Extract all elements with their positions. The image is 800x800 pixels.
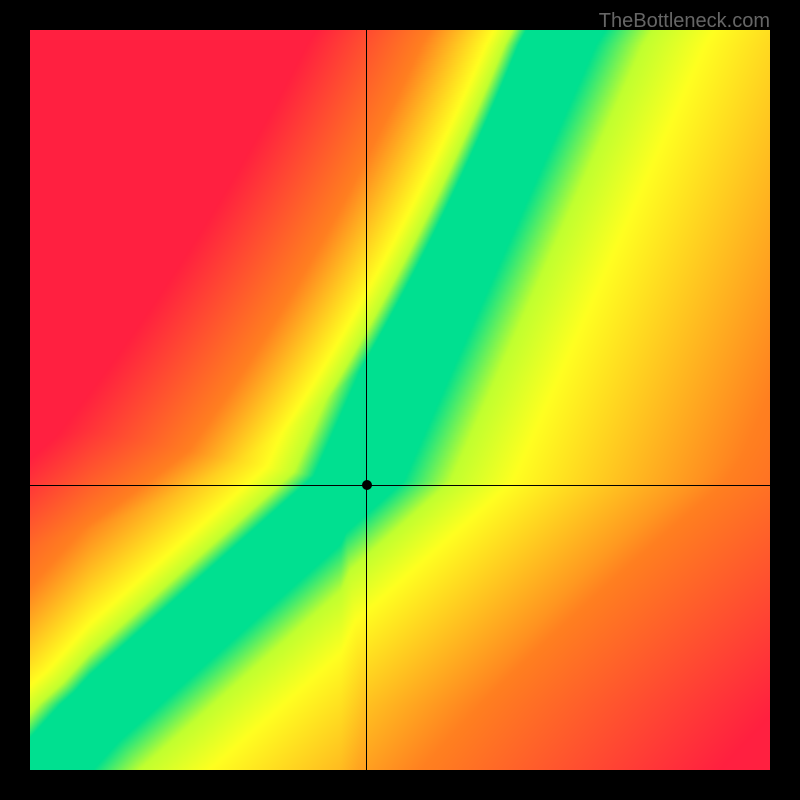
crosshair-dot (362, 480, 372, 490)
border-left (0, 0, 30, 800)
crosshair-vertical (366, 30, 367, 770)
border-right (770, 0, 800, 800)
crosshair-horizontal (30, 485, 770, 486)
border-bottom (0, 770, 800, 800)
bottleneck-heatmap (30, 30, 770, 770)
chart-container: TheBottleneck.com (0, 0, 800, 800)
watermark-text: TheBottleneck.com (599, 10, 770, 33)
